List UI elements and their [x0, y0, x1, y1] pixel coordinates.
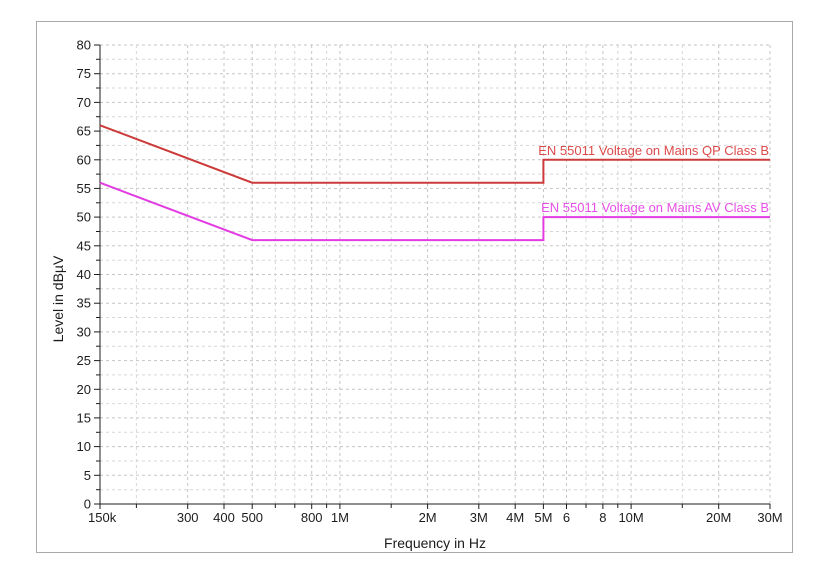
- svg-text:35: 35: [77, 296, 91, 311]
- svg-text:75: 75: [77, 66, 91, 81]
- svg-text:500: 500: [241, 510, 263, 525]
- svg-text:800: 800: [301, 510, 323, 525]
- limit-chart: 0 5 10 15 20 25 30 35 40 45 50 55 60 65 70 75 80 150k 300 4…: [77, 38, 783, 526]
- svg-text:30: 30: [77, 324, 91, 339]
- svg-text:1M: 1M: [331, 510, 349, 525]
- svg-text:70: 70: [77, 95, 91, 110]
- svg-text:5M: 5M: [534, 510, 552, 525]
- svg-text:20M: 20M: [706, 510, 731, 525]
- svg-text:2M: 2M: [419, 510, 437, 525]
- grid-vertical: [135, 45, 771, 504]
- svg-text:45: 45: [77, 238, 91, 253]
- svg-text:20: 20: [77, 382, 91, 397]
- x-axis-ticks: [99, 504, 771, 509]
- svg-text:30M: 30M: [757, 510, 782, 525]
- svg-text:15: 15: [77, 410, 91, 425]
- svg-text:80: 80: [77, 38, 91, 53]
- svg-text:50: 50: [77, 210, 91, 225]
- svg-text:5: 5: [84, 468, 91, 483]
- limit-line: [99, 124, 770, 184]
- limit-line-labels: EN 55011 Voltage on Mains QP Class B EN 5…: [538, 143, 769, 215]
- svg-text:300: 300: [177, 510, 199, 525]
- x-axis-tick-labels: 150k 300 400 500 800 1M 2M 3M 4M 5M 6 8 10M 20M 30M: [88, 510, 783, 525]
- svg-text:25: 25: [77, 353, 91, 368]
- svg-text:40: 40: [77, 267, 91, 282]
- limit-line-label: EN 55011 Voltage on Mains AV Class B: [541, 200, 769, 215]
- chart-panel: 0 5 10 15 20 25 30 35 40 45 50 55 60 65 70 75 80 150k 300 4…: [36, 21, 793, 553]
- svg-text:10: 10: [77, 439, 91, 454]
- y-axis-ticks: [94, 44, 100, 505]
- limit-line: [99, 181, 770, 242]
- limit-lines: [99, 124, 770, 242]
- svg-text:60: 60: [77, 152, 91, 167]
- limit-line-label: EN 55011 Voltage on Mains QP Class B: [538, 143, 769, 158]
- svg-text:150k: 150k: [88, 510, 117, 525]
- svg-text:0: 0: [84, 497, 91, 512]
- svg-text:10M: 10M: [618, 510, 643, 525]
- svg-text:4M: 4M: [506, 510, 524, 525]
- svg-text:3M: 3M: [470, 510, 488, 525]
- x-axis-title: Frequency in Hz: [384, 535, 486, 551]
- grid-horizontal: [100, 44, 770, 491]
- y-axis-title: Level in dBµV: [50, 255, 66, 343]
- svg-text:400: 400: [213, 510, 235, 525]
- svg-text:65: 65: [77, 124, 91, 139]
- y-axis-tick-labels: 0 5 10 15 20 25 30 35 40 45 50 55 60 65 70 75 80: [77, 38, 91, 512]
- svg-text:8: 8: [599, 510, 606, 525]
- svg-text:55: 55: [77, 181, 91, 196]
- axes: [99, 45, 770, 505]
- svg-text:6: 6: [563, 510, 570, 525]
